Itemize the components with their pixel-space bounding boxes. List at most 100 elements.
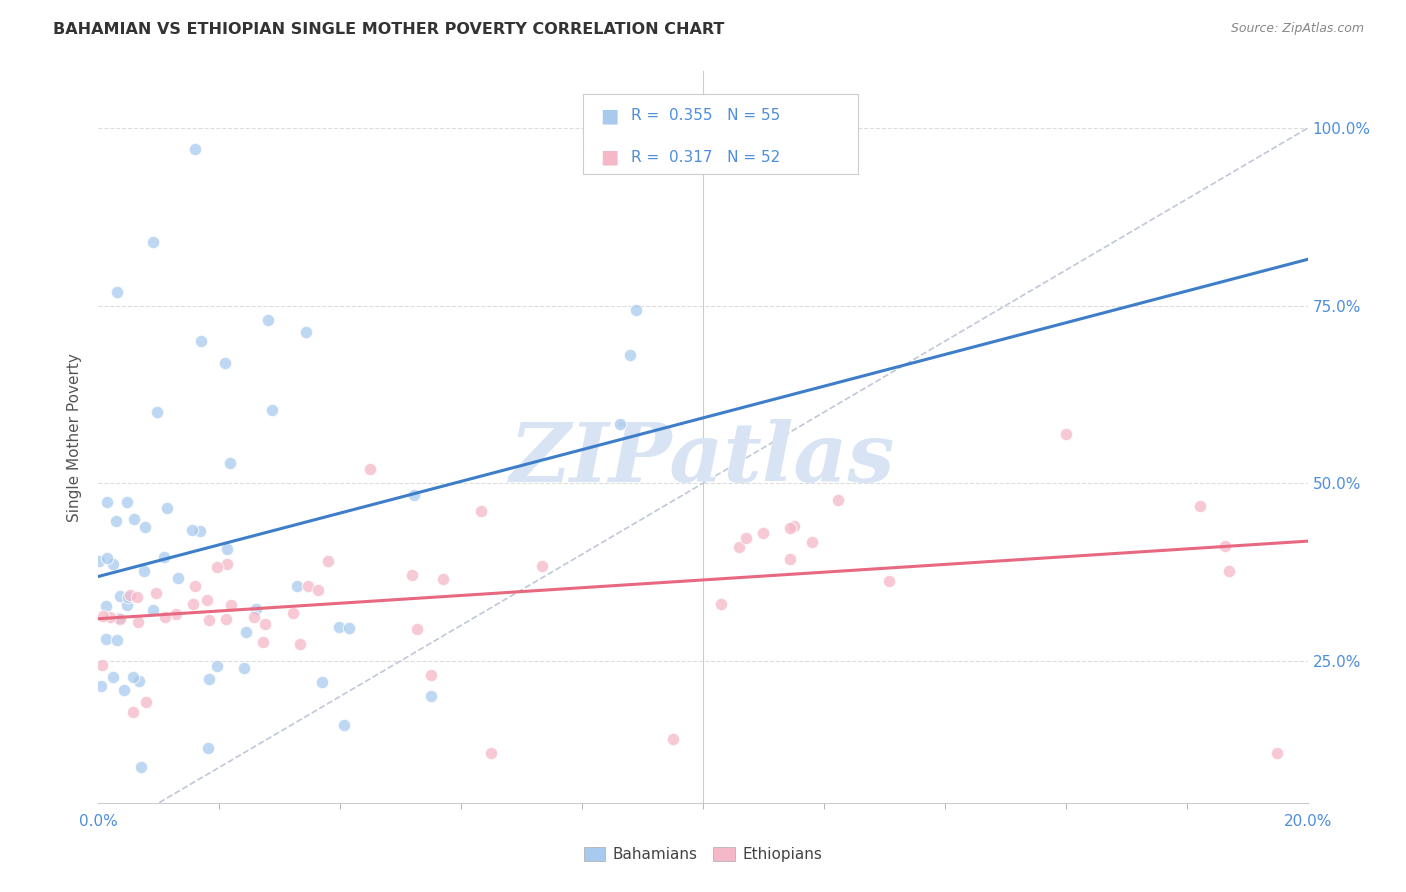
Point [624, 303, 647, 318]
Point [117, 598, 139, 612]
Point [146, 405, 169, 419]
Point [420, 690, 443, 704]
Point [156, 501, 179, 516]
Point [297, 579, 319, 593]
Point [401, 568, 423, 582]
Point [609, 417, 631, 431]
Point [1188, 499, 1211, 513]
Point [105, 633, 128, 648]
Point [125, 590, 148, 604]
Point [91, 657, 114, 672]
Point [219, 599, 242, 613]
Point [120, 588, 142, 602]
Point [877, 574, 900, 588]
Point [198, 613, 221, 627]
Point [779, 552, 801, 566]
Point [531, 558, 554, 573]
Point [195, 592, 218, 607]
Point [188, 524, 211, 539]
Point [470, 504, 492, 518]
Point [108, 612, 131, 626]
Point [288, 636, 311, 650]
Point [205, 659, 228, 673]
Point [105, 285, 128, 299]
Point [108, 611, 131, 625]
Point [167, 571, 190, 585]
Point [245, 602, 267, 616]
Point [96, 494, 118, 508]
Point [420, 668, 443, 682]
Point [481, 746, 503, 760]
Point [135, 694, 157, 708]
Point [661, 731, 683, 746]
Point [184, 579, 207, 593]
Point [94, 599, 117, 614]
Point [207, 560, 229, 574]
Point [311, 675, 333, 690]
Point [181, 524, 204, 538]
Point [285, 578, 308, 592]
Point [307, 583, 329, 598]
Point [404, 488, 426, 502]
Point [751, 525, 773, 540]
Point [134, 564, 156, 578]
Point [90, 680, 112, 694]
Point [181, 598, 204, 612]
Point [827, 492, 849, 507]
Point [214, 355, 236, 369]
Legend: Bahamians, Ethiopians: Bahamians, Ethiopians [578, 841, 828, 868]
Point [214, 612, 236, 626]
Point [122, 706, 145, 720]
Point [89, 554, 111, 568]
Point [197, 741, 219, 756]
Point [1054, 426, 1077, 441]
Point [235, 625, 257, 640]
Text: ■: ■ [600, 148, 619, 167]
Point [710, 597, 733, 611]
Point [333, 718, 356, 732]
Point [337, 621, 360, 635]
Point [127, 615, 149, 629]
Point [432, 573, 454, 587]
Point [1213, 539, 1236, 553]
Point [98, 609, 121, 624]
Point [165, 607, 187, 622]
Point [215, 558, 238, 572]
Point [96, 550, 118, 565]
Point [122, 512, 145, 526]
Text: Source: ZipAtlas.com: Source: ZipAtlas.com [1230, 22, 1364, 36]
Point [94, 632, 117, 646]
Point [295, 325, 318, 339]
Point [406, 622, 429, 636]
Point [129, 760, 152, 774]
Point [101, 670, 124, 684]
Text: ZIPatlas: ZIPatlas [510, 419, 896, 499]
Point [253, 617, 276, 632]
Point [217, 541, 239, 556]
Point [117, 590, 139, 604]
Point [316, 554, 339, 568]
Text: ■: ■ [600, 106, 619, 126]
Point [190, 334, 212, 349]
Point [260, 403, 283, 417]
Point [110, 589, 132, 603]
Point [153, 549, 176, 564]
Text: R =  0.355   N = 55: R = 0.355 N = 55 [631, 109, 780, 123]
Point [243, 610, 266, 624]
Point [145, 585, 167, 599]
Point [619, 348, 641, 362]
Point [360, 462, 382, 476]
Point [233, 661, 256, 675]
Point [728, 540, 751, 554]
Point [328, 620, 350, 634]
Y-axis label: Single Mother Poverty: Single Mother Poverty [67, 352, 83, 522]
Point [105, 514, 128, 528]
Point [117, 495, 139, 509]
Point [256, 313, 278, 327]
Point [283, 606, 305, 620]
Point [218, 456, 240, 470]
Point [101, 558, 124, 572]
Point [184, 143, 207, 157]
Point [134, 520, 156, 534]
Point [779, 521, 801, 535]
